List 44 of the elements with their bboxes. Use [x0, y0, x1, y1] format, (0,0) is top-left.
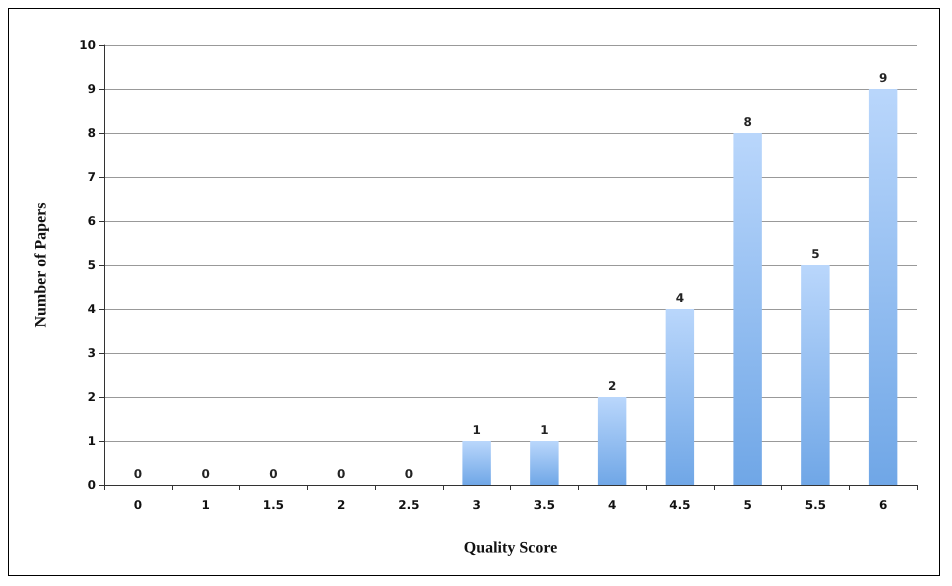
y-axis-title: Number of Papers [32, 202, 50, 328]
x-tick-label: 1.5 [262, 498, 284, 512]
x-tick-label: 1 [201, 498, 210, 512]
data-label: 9 [878, 71, 888, 85]
data-label: 2 [608, 379, 616, 393]
data-label: 8 [743, 115, 752, 129]
x-tick-label: 3 [472, 498, 481, 512]
data-label: 0 [336, 467, 346, 481]
x-tick-label: 5.5 [804, 498, 826, 512]
bar [733, 133, 762, 485]
y-tick-label: 10 [79, 38, 96, 52]
bar [666, 309, 694, 485]
data-label: 4 [676, 291, 684, 305]
x-tick-label: 4.5 [669, 498, 691, 512]
data-label: 0 [201, 467, 210, 481]
x-tick-label: 3.5 [534, 498, 556, 512]
y-tick-label: 5 [88, 258, 96, 272]
bar [530, 441, 559, 485]
x-tick-label: 6 [878, 498, 888, 512]
y-tick-label: 2 [88, 390, 96, 404]
data-label: 1 [472, 423, 481, 437]
y-tick-label: 1 [88, 434, 96, 448]
y-tick-label: 6 [88, 214, 96, 228]
y-tick-label: 7 [88, 170, 96, 184]
data-label: 0 [269, 467, 278, 481]
bar [598, 397, 626, 485]
x-axis-title: Quality Score [464, 540, 558, 556]
y-tick-label: 4 [88, 302, 96, 316]
y-tick-label: 9 [88, 82, 96, 96]
y-tick-label: 3 [88, 346, 96, 360]
data-label: 0 [134, 467, 142, 481]
x-tick-label: 5 [743, 498, 752, 512]
x-tick-label: 4 [608, 498, 616, 512]
bar [462, 441, 491, 485]
data-label: 5 [811, 247, 820, 261]
bar [801, 265, 830, 485]
x-tick-label: 2.5 [398, 498, 420, 512]
data-label: 1 [540, 423, 549, 437]
data-label: 0 [404, 467, 414, 481]
y-tick-label: 0 [88, 478, 96, 492]
y-tick-label: 8 [88, 126, 96, 140]
bar [868, 89, 898, 485]
x-tick-label: 0 [134, 498, 142, 512]
x-tick-label: 2 [336, 498, 346, 512]
